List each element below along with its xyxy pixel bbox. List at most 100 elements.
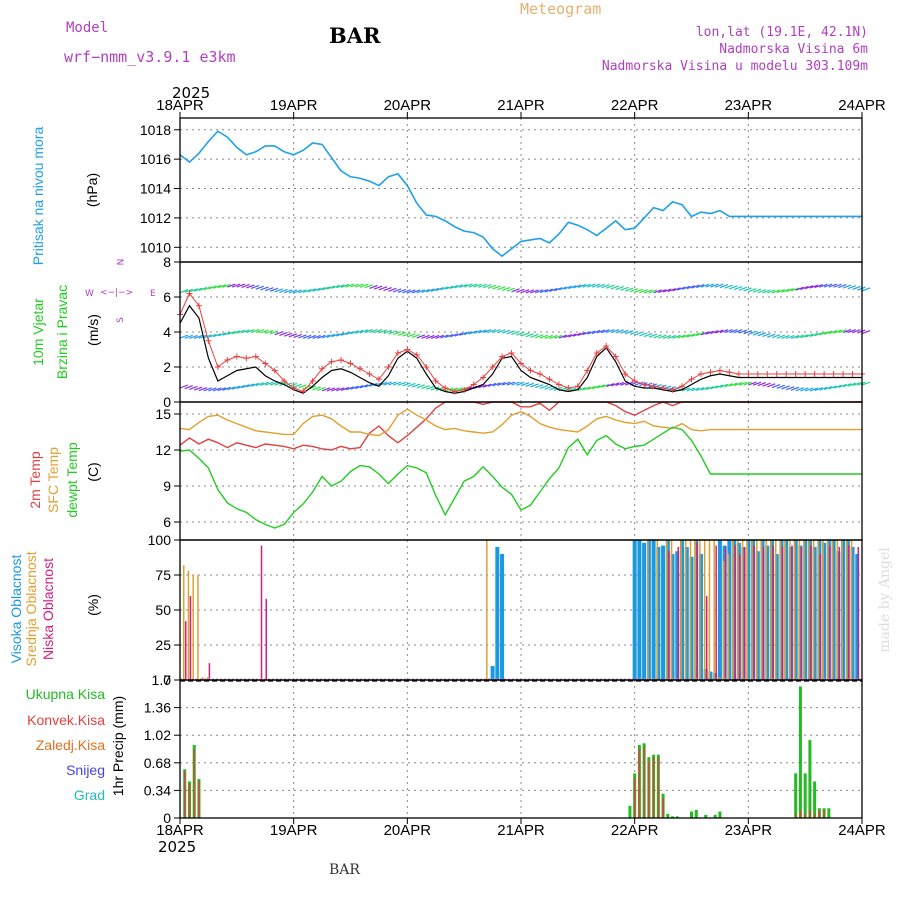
wind-arrow (686, 333, 695, 338)
pressure-tick-label: 1010 (140, 239, 171, 255)
wind-arrow (331, 387, 340, 392)
cloud-mid-bar (836, 540, 839, 680)
cloud-label-low: Niska Oblacnost (40, 558, 56, 660)
wind-arrow (345, 330, 354, 336)
wind-arrow (397, 381, 407, 386)
wind-arrow (506, 287, 516, 292)
wind-arrow (369, 382, 378, 387)
wind-arrow (814, 332, 823, 337)
precip-total-bar (827, 808, 831, 818)
precip-conv-bar (657, 757, 660, 818)
wind-arrow (719, 329, 729, 334)
temp-label-sfc: SFC Temp (45, 447, 61, 513)
cloud-high-bar (684, 547, 689, 680)
wind-arrow (714, 329, 724, 334)
wind-arrow (392, 288, 402, 293)
cloud-high-bar (727, 540, 732, 680)
cloud-mid-bar (722, 561, 725, 680)
wind-arrow (634, 331, 643, 336)
cloud-low-bar (857, 547, 860, 680)
wind-arrow (568, 333, 577, 338)
wind-gust-marker (849, 371, 856, 377)
wind-arrow (743, 287, 752, 292)
wind-arrow (847, 328, 857, 334)
wind-arrow (302, 288, 312, 293)
wind-arrow (189, 385, 198, 391)
wind-arrow (572, 332, 582, 337)
wind-arrow (549, 386, 558, 391)
wind-arrow (549, 334, 558, 340)
wind-arrow (331, 333, 340, 338)
wind-arrow (440, 286, 449, 291)
wind-arrow (762, 332, 771, 338)
cloud-low-bar (781, 547, 784, 680)
panel-frame (179, 679, 863, 819)
cloud-high-bar (708, 671, 713, 680)
wind-gust-marker (281, 378, 288, 384)
wind-arrow (426, 334, 435, 340)
wind-arrow (662, 334, 672, 339)
wind-arrow (658, 289, 667, 294)
wind-arrow (345, 386, 354, 391)
wind-arrow (681, 334, 691, 339)
wind-arrow (463, 283, 473, 288)
wind-arrow (288, 333, 298, 338)
wind-arrow (260, 381, 269, 386)
cloud-mid-bar (670, 540, 673, 680)
wind-arrow (359, 384, 369, 389)
cloud-mid-bar (846, 540, 848, 680)
wind-arrow (809, 284, 819, 289)
wind-arrow (563, 333, 572, 339)
wind-arrow (497, 381, 506, 386)
time-label-top: 24APR (838, 97, 886, 114)
wind-arrow (378, 329, 388, 334)
cloud-low-bar (189, 596, 192, 680)
wind-arrow (852, 285, 861, 290)
wind-arrow (696, 283, 705, 289)
wind-arrow (274, 288, 283, 293)
wind-arrow (402, 382, 411, 387)
wind-gust-marker (461, 386, 468, 393)
cloud-mid-bar (803, 540, 805, 680)
wind-gust-marker (840, 371, 847, 377)
wind-arrow (416, 289, 426, 294)
wind-gust-marker (394, 350, 401, 356)
wind-arrow (786, 288, 795, 293)
wind-arrow (208, 333, 217, 338)
cloud-high-bar (812, 547, 817, 680)
year-bottom: 2025 (158, 838, 197, 856)
wind-gust-marker (499, 353, 506, 360)
cloud-low-bar (260, 545, 263, 680)
wind-arrow (184, 334, 193, 339)
wind-gust-marker (432, 378, 439, 384)
cloud-high-bar (788, 547, 793, 680)
wind-arrow (658, 334, 667, 339)
cloud-high-bar (646, 540, 651, 680)
precip-conv-bar (638, 749, 641, 818)
wind-arrow (250, 328, 260, 334)
wind-gust-marker (792, 371, 799, 377)
wind-arrow (738, 286, 748, 291)
cloud-high-bar (495, 547, 500, 680)
precip-legend-conv: Konvek.Kisa (27, 712, 105, 728)
wind-arrow (336, 387, 345, 392)
wind-arrow (648, 289, 658, 294)
wind-arrow (482, 329, 492, 334)
wind-arrow (643, 382, 653, 387)
wind-arrow (719, 284, 729, 289)
wind-arrow (184, 385, 193, 390)
cloud-low-bar (848, 545, 850, 680)
wind-arrow (326, 387, 336, 392)
wind-gust-marker (404, 346, 411, 353)
wind-arrow (629, 330, 639, 335)
cloud-mid-bar (206, 677, 209, 680)
wind-arrow (416, 334, 426, 339)
wind-arrow (359, 283, 369, 288)
cloud-mid-bar (775, 540, 777, 680)
wind-arrow (255, 285, 264, 290)
wind-arrow (842, 383, 852, 388)
compass-arrows: <−|−> (100, 288, 134, 298)
wind-arrow (355, 283, 364, 288)
precip-total-bar (718, 811, 722, 818)
precip-conv-bar (809, 809, 811, 818)
